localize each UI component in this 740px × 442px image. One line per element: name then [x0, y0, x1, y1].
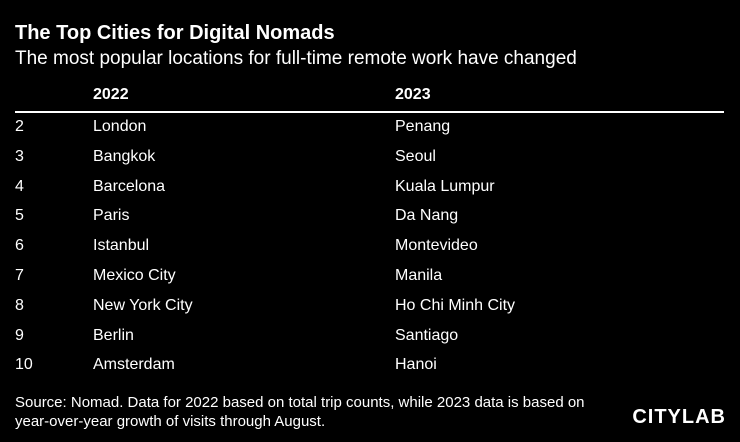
- source-note: Source: Nomad. Data for 2022 based on to…: [15, 394, 585, 430]
- city-cell: Montevideo: [395, 237, 478, 255]
- rank-cell: 7: [15, 267, 24, 284]
- city-cell: Istanbul: [93, 237, 150, 255]
- rank-cell: 3: [15, 147, 24, 165]
- rank-cell: 2: [15, 118, 24, 135]
- city-cell: Bangkok: [93, 147, 156, 165]
- logo: CITYLAB: [632, 406, 726, 428]
- header-rule: [15, 111, 724, 113]
- column-header: 2023: [395, 86, 431, 103]
- city-cell: Hanoi: [395, 356, 437, 374]
- city-cell: Kuala Lumpur: [395, 177, 495, 195]
- city-cell: Mexico City: [93, 267, 176, 284]
- rank-cell: 6: [15, 237, 24, 255]
- rank-cell: 10: [15, 356, 33, 374]
- city-cell: Amsterdam: [93, 356, 175, 374]
- city-cell: Seoul: [395, 147, 436, 165]
- city-cell: Berlin: [93, 326, 134, 344]
- city-cell: Santiago: [395, 326, 459, 344]
- city-cell: Barcelona: [93, 177, 166, 195]
- city-cell: Paris: [93, 207, 130, 225]
- rank-cell: 8: [15, 296, 24, 314]
- subtitle: The most popular locations for full-time…: [15, 48, 577, 69]
- city-cell: Ho Chi Minh City: [395, 296, 516, 314]
- city-cell: Penang: [395, 118, 451, 135]
- rank-cell: 5: [15, 207, 24, 225]
- city-cell: London: [93, 118, 147, 135]
- city-cell: Da Nang: [395, 207, 459, 225]
- city-cell: Manila: [395, 267, 443, 284]
- rank-cell: 4: [15, 177, 24, 195]
- city-cell: New York City: [93, 296, 193, 314]
- rank-cell: 9: [15, 326, 24, 344]
- title: The Top Cities for Digital Nomads: [15, 22, 335, 44]
- column-header: 2022: [93, 86, 129, 103]
